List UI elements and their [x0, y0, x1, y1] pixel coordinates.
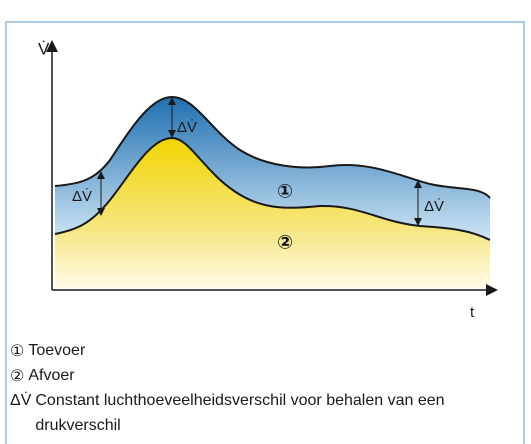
legend-symbol: ②: [10, 366, 25, 385]
region-label: ①: [277, 181, 293, 203]
legend-item: ② Afvoer: [10, 363, 515, 388]
legend-item: ① Toevoer: [10, 338, 515, 363]
legend-symbol: ΔV̇: [10, 392, 32, 409]
x-axis-label: t: [470, 304, 475, 321]
delta-label: ΔV̇: [177, 119, 197, 136]
delta-label: ΔV̇: [72, 188, 92, 205]
exhaust-area: [55, 138, 490, 288]
legend-text: Constant luchthoeveelheidsverschil voor …: [35, 392, 445, 434]
legend: ① Toevoer ② Afvoer ΔV̇ Constant luchthoe…: [10, 338, 515, 438]
supply-curve: [54, 95, 491, 199]
legend-symbol: ①: [10, 341, 25, 360]
delta-label: ΔV̇: [424, 198, 444, 215]
y-axis-label: V̇: [38, 39, 50, 58]
legend-item: ΔV̇ Constant luchthoeveelheidsverschil v…: [10, 388, 515, 438]
supply-area: [55, 97, 490, 240]
legend-text: Afvoer: [28, 367, 75, 384]
legend-text: Toevoer: [28, 342, 86, 359]
region-label: ②: [277, 232, 293, 254]
frame: [5, 21, 525, 444]
